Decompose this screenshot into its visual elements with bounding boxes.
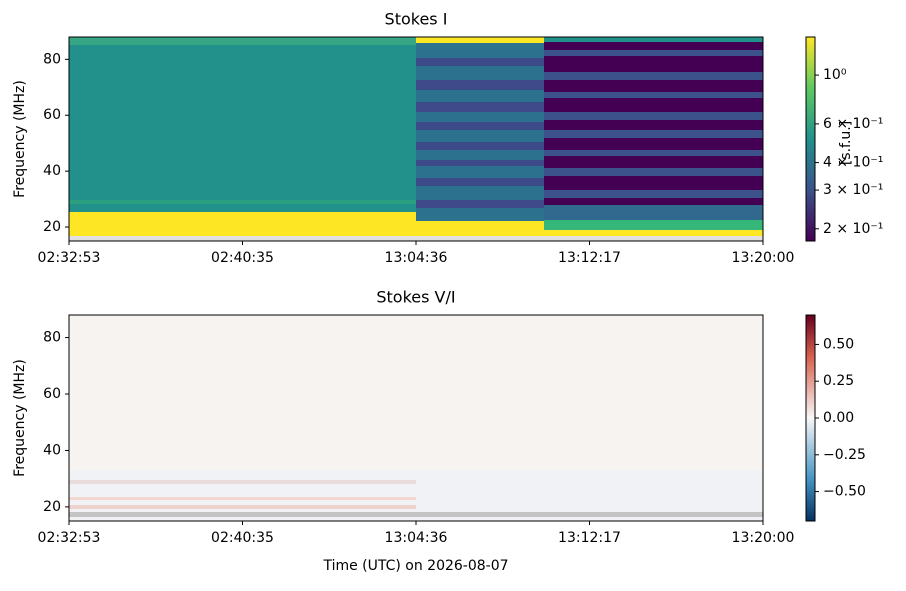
colorbar-tick-label: 0.25: [823, 373, 854, 389]
y-axis-label: Frequency (MHz): [12, 80, 28, 198]
x-tick-label: 13:20:00: [732, 250, 795, 266]
x-tick-label: 02:40:35: [211, 250, 274, 266]
x-tick-label: 02:32:53: [38, 250, 101, 266]
colorbar-frame: [805, 36, 816, 242]
plot-title: Stokes I: [385, 10, 448, 29]
colorbar-tick-label: 10⁰: [823, 67, 847, 83]
colorbar: [806, 315, 815, 521]
colorbar-tick-label: 0.50: [823, 336, 854, 352]
x-tick-label: 13:04:36: [385, 250, 448, 266]
polarization-image: [69, 315, 763, 521]
x-tick-label: 13:04:36: [385, 530, 448, 546]
x-tick-label: 13:12:17: [558, 530, 621, 546]
x-tick-label: 02:40:35: [211, 530, 274, 546]
colorbar-tick-label: −0.50: [823, 484, 866, 500]
colorbar-tick-label: 0.00: [823, 410, 854, 426]
x-tick-label: 02:32:53: [38, 530, 101, 546]
colorbar-tick-label: 6 × 10⁻¹: [823, 116, 883, 132]
colorbar-tick-label: 3 × 10⁻¹: [823, 182, 883, 198]
spectrogram-image: [69, 37, 763, 241]
y-tick-label: 60: [43, 107, 61, 123]
colorbar-tick-label: 2 × 10⁻¹: [823, 221, 883, 237]
colorbar-tick-label: 4 × 10⁻¹: [823, 155, 883, 171]
colorbar: [806, 37, 815, 241]
y-tick-label: 80: [43, 51, 61, 67]
y-tick-label: 80: [43, 330, 61, 346]
y-tick-label: 60: [43, 386, 61, 402]
x-tick-label: 13:12:17: [558, 250, 621, 266]
y-tick-label: 40: [43, 163, 61, 179]
y-tick-label: 40: [43, 442, 61, 458]
colorbar-tick-label: −0.25: [823, 447, 866, 463]
y-axis-label: Frequency (MHz): [12, 359, 28, 477]
x-tick-label: 13:20:00: [732, 530, 795, 546]
y-tick-label: 20: [43, 499, 61, 515]
y-tick-label: 20: [43, 219, 61, 235]
x-axis-label: Time (UTC) on 2026-08-07: [322, 558, 508, 574]
plot-title: Stokes V/I: [376, 288, 455, 307]
colorbar-label: [s.f.u.]: [838, 121, 854, 165]
